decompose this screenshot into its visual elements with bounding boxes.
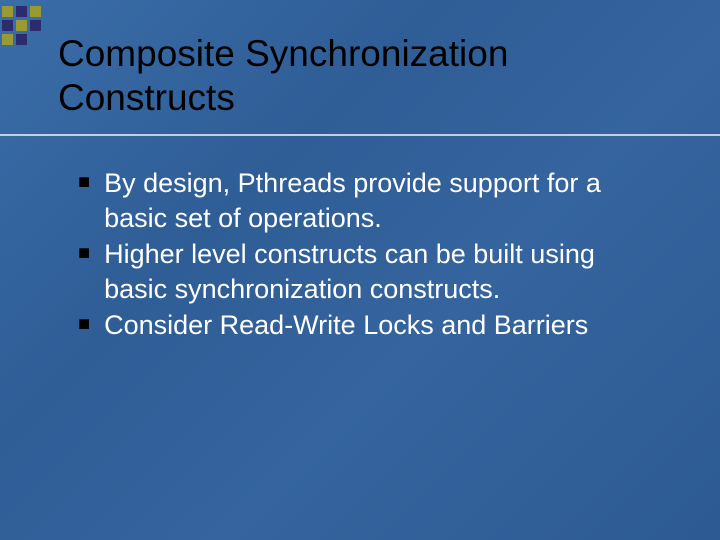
bullet-icon: ■ [78, 243, 90, 263]
slide-body: ■ By design, Pthreads provide support fo… [78, 166, 660, 345]
title-underline [0, 134, 720, 136]
decor-square [2, 34, 13, 45]
bullet-icon: ■ [78, 314, 90, 334]
decor-square [2, 20, 13, 31]
list-item: ■ Higher level constructs can be built u… [78, 237, 660, 306]
decor-square [16, 6, 27, 17]
list-item: ■ By design, Pthreads provide support fo… [78, 166, 660, 235]
decor-square [2, 6, 13, 17]
bullet-text: By design, Pthreads provide support for … [104, 166, 660, 235]
title-line-1: Composite Synchronization [58, 33, 508, 74]
slide: Composite Synchronization Constructs ■ B… [0, 0, 720, 540]
decor-square [30, 20, 41, 31]
decor-square [16, 20, 27, 31]
decor-square [30, 6, 41, 17]
slide-title: Composite Synchronization Constructs [58, 32, 508, 119]
title-line-2: Constructs [58, 77, 235, 118]
bullet-text: Higher level constructs can be built usi… [104, 237, 660, 306]
list-item: ■ Consider Read-Write Locks and Barriers [78, 308, 660, 343]
bullet-icon: ■ [78, 172, 90, 192]
decor-square [16, 34, 27, 45]
bullet-text: Consider Read-Write Locks and Barriers [104, 308, 588, 343]
